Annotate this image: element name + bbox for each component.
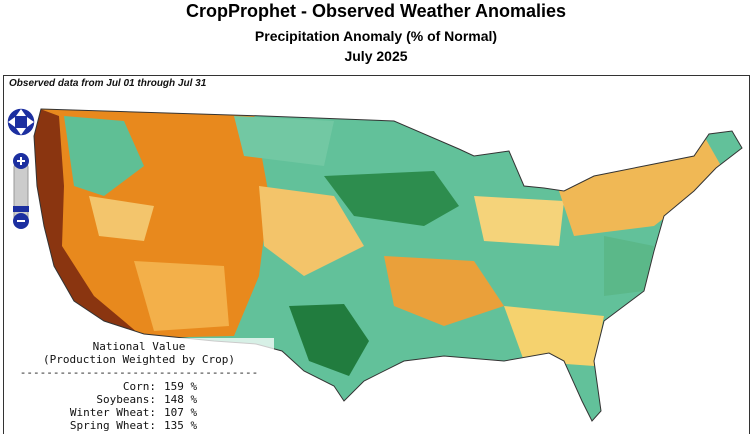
crop-value: 159 % [164, 380, 198, 393]
value-row: Winter Wheat: 107 % [4, 406, 274, 419]
crop-name: Soybeans: [96, 393, 156, 406]
crop-value: 107 % [164, 406, 198, 419]
subtitle: Precipitation Anomaly (% of Normal) [254, 28, 498, 44]
pan-circle[interactable] [6, 107, 36, 137]
title: CropProphet - Observed Weather Anomalies [185, 1, 567, 21]
zoom-slider[interactable] [13, 206, 29, 212]
period: July 2025 [344, 48, 408, 64]
crop-name: Winter Wheat: [69, 406, 156, 419]
national-subtitle: (Production Weighted by Crop) [42, 353, 236, 366]
divider: ------------------------------------ [19, 366, 259, 379]
crop-value: 148 % [164, 393, 198, 406]
zoom-in-icon [17, 157, 25, 165]
crop-name: Spring Wheat: [69, 419, 156, 432]
crop-name: Corn: [122, 380, 156, 393]
crop-value: 135 % [164, 419, 198, 432]
value-row: Corn: 159 % [4, 380, 274, 393]
value-row: Spring Wheat: 135 % [4, 419, 274, 432]
pan-arrows[interactable] [8, 109, 34, 135]
pan-control[interactable] [6, 107, 36, 137]
value-row: Soybeans: 148 % [4, 393, 274, 406]
zoom-control[interactable] [13, 153, 29, 229]
map [6, 107, 743, 422]
caption: Observed data from Jul 01 through Jul 31 [9, 78, 207, 89]
national-value: National Value (Production Weighted by C… [4, 338, 274, 434]
us-outline [33, 108, 743, 422]
map-frame: Observed data from Jul 01 through Jul 31… [3, 75, 750, 434]
national-title: National Value [92, 340, 186, 353]
